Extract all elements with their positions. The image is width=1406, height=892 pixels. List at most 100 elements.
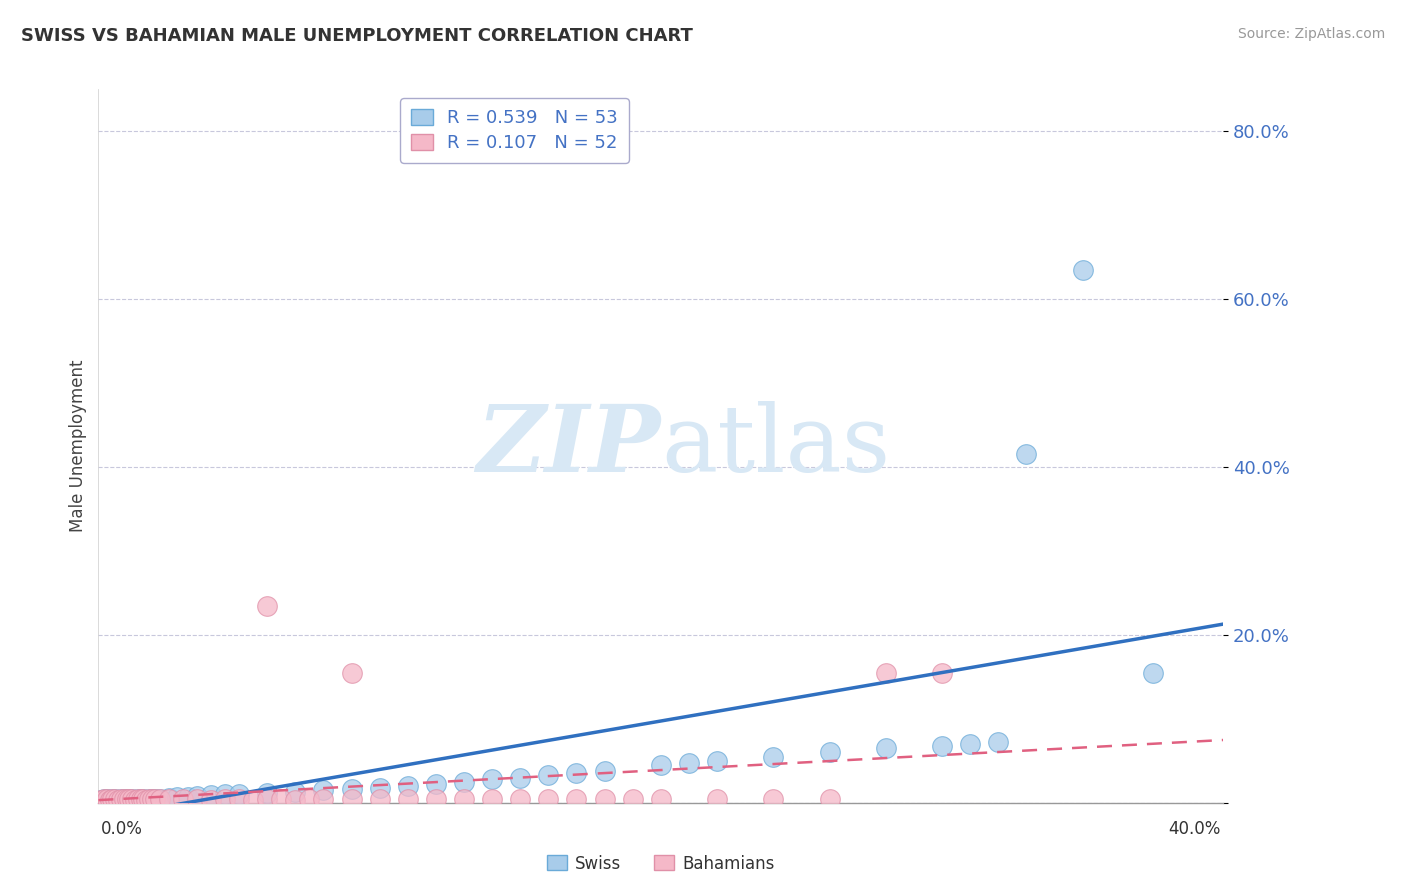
Point xyxy=(678,756,700,770)
Point xyxy=(284,785,307,799)
Text: Source: ZipAtlas.com: Source: ZipAtlas.com xyxy=(1237,27,1385,41)
Point xyxy=(149,791,172,805)
Point xyxy=(112,791,135,805)
Point xyxy=(509,792,531,806)
Point xyxy=(425,777,447,791)
Point xyxy=(127,792,149,806)
Text: 0.0%: 0.0% xyxy=(101,820,143,838)
Point xyxy=(1071,262,1094,277)
Legend: Swiss, Bahamians: Swiss, Bahamians xyxy=(540,848,782,880)
Point xyxy=(129,791,152,805)
Point xyxy=(110,792,132,806)
Point xyxy=(135,793,157,807)
Point xyxy=(104,791,127,805)
Point xyxy=(340,782,363,797)
Point xyxy=(312,792,335,806)
Point xyxy=(115,792,138,806)
Point xyxy=(453,792,475,806)
Point xyxy=(593,792,616,806)
Point xyxy=(214,788,236,802)
Point xyxy=(93,792,115,806)
Point xyxy=(124,793,146,807)
Point xyxy=(118,791,141,805)
Point xyxy=(98,793,121,807)
Point xyxy=(706,792,728,806)
Point xyxy=(931,739,953,753)
Point xyxy=(284,793,307,807)
Point xyxy=(818,792,841,806)
Point xyxy=(537,792,560,806)
Point xyxy=(121,792,143,806)
Point xyxy=(650,758,672,772)
Point xyxy=(90,793,112,807)
Point xyxy=(368,792,391,806)
Point xyxy=(242,793,264,807)
Point xyxy=(138,792,160,806)
Point xyxy=(186,789,208,803)
Point xyxy=(931,665,953,680)
Point xyxy=(959,737,981,751)
Point xyxy=(112,791,135,805)
Point xyxy=(987,735,1010,749)
Point xyxy=(101,792,124,806)
Point xyxy=(565,792,588,806)
Point xyxy=(396,779,419,793)
Point xyxy=(172,792,194,806)
Point xyxy=(621,792,644,806)
Point xyxy=(127,792,149,806)
Point xyxy=(481,792,503,806)
Point xyxy=(101,792,124,806)
Point xyxy=(110,792,132,806)
Point xyxy=(104,791,127,805)
Point xyxy=(875,741,897,756)
Point xyxy=(537,768,560,782)
Text: ZIP: ZIP xyxy=(477,401,661,491)
Point xyxy=(107,793,129,807)
Point xyxy=(157,792,180,806)
Y-axis label: Male Unemployment: Male Unemployment xyxy=(69,359,87,533)
Point xyxy=(340,665,363,680)
Legend: R = 0.539   N = 53, R = 0.107   N = 52: R = 0.539 N = 53, R = 0.107 N = 52 xyxy=(401,98,628,162)
Point xyxy=(118,791,141,805)
Point xyxy=(143,792,166,806)
Point xyxy=(200,793,222,807)
Point xyxy=(256,599,278,613)
Point xyxy=(298,792,321,806)
Text: 40.0%: 40.0% xyxy=(1168,820,1220,838)
Point xyxy=(135,793,157,807)
Point xyxy=(157,790,180,805)
Text: atlas: atlas xyxy=(661,401,890,491)
Point xyxy=(141,791,163,805)
Point xyxy=(96,791,118,805)
Point xyxy=(96,791,118,805)
Point xyxy=(565,766,588,780)
Point xyxy=(115,792,138,806)
Point xyxy=(121,792,143,806)
Point xyxy=(107,793,129,807)
Point xyxy=(129,791,152,805)
Point xyxy=(481,772,503,787)
Point xyxy=(368,780,391,795)
Point xyxy=(762,792,785,806)
Point xyxy=(706,754,728,768)
Point xyxy=(141,791,163,805)
Point xyxy=(124,793,146,807)
Point xyxy=(818,746,841,760)
Point xyxy=(166,789,188,804)
Point xyxy=(650,792,672,806)
Point xyxy=(228,788,250,802)
Point xyxy=(875,665,897,680)
Point xyxy=(177,789,200,804)
Point xyxy=(762,749,785,764)
Text: SWISS VS BAHAMIAN MALE UNEMPLOYMENT CORRELATION CHART: SWISS VS BAHAMIAN MALE UNEMPLOYMENT CORR… xyxy=(21,27,693,45)
Point xyxy=(340,792,363,806)
Point xyxy=(228,792,250,806)
Point xyxy=(1015,447,1038,461)
Point xyxy=(1142,665,1164,680)
Point xyxy=(186,792,208,806)
Point xyxy=(132,792,155,806)
Point xyxy=(453,774,475,789)
Point xyxy=(149,791,172,805)
Point xyxy=(132,792,155,806)
Point xyxy=(200,789,222,803)
